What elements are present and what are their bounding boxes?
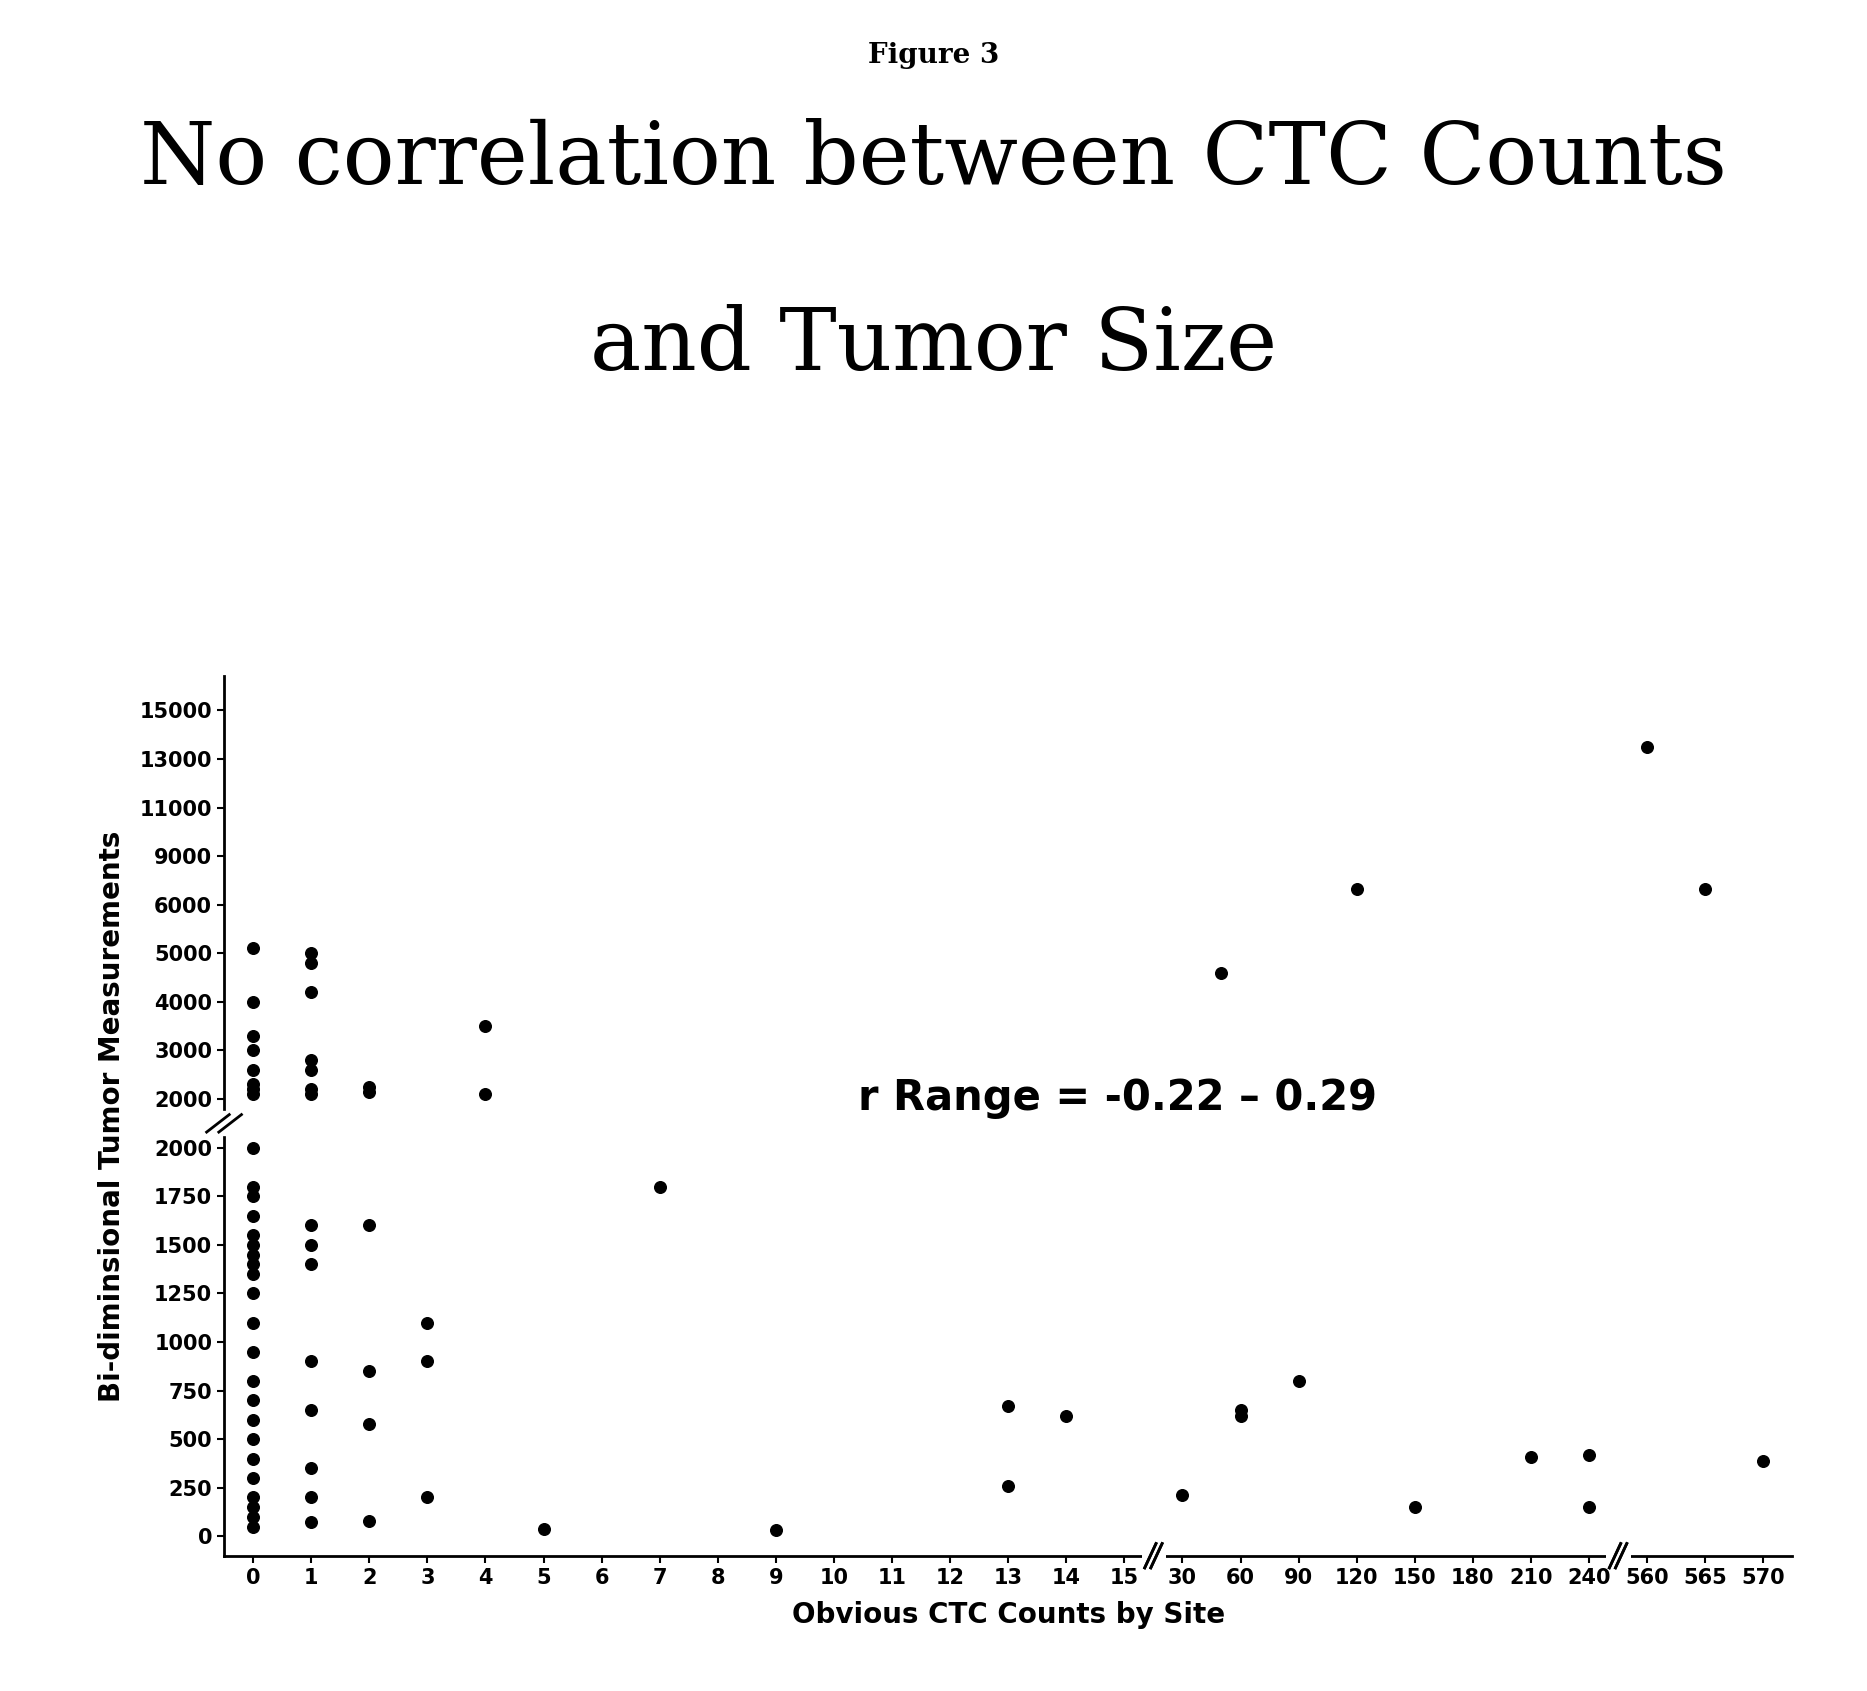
Point [297, 979, 327, 1006]
Point [355, 1507, 385, 1534]
Point [239, 935, 269, 962]
Point [355, 1079, 385, 1106]
Point [239, 1070, 269, 1097]
Text: Figure 3: Figure 3 [868, 42, 999, 69]
Point [1632, 734, 1662, 761]
Point [413, 1309, 442, 1336]
Point [297, 950, 327, 977]
Point [239, 1182, 269, 1209]
Point [239, 1309, 269, 1336]
Point [297, 940, 327, 967]
Point [297, 1485, 327, 1512]
Text: No correlation between CTC Counts: No correlation between CTC Counts [140, 118, 1727, 201]
Point [297, 1454, 327, 1481]
Point [1225, 1402, 1255, 1429]
Point [239, 1260, 269, 1287]
Point [297, 1075, 327, 1103]
Point [1051, 1402, 1081, 1429]
Text: and Tumor Size: and Tumor Size [590, 304, 1277, 387]
Point [1748, 1447, 1777, 1475]
Point [1574, 1441, 1604, 1468]
Point [239, 1493, 269, 1520]
X-axis label: Obvious CTC Counts by Site: Obvious CTC Counts by Site [792, 1601, 1225, 1630]
Point [993, 1473, 1023, 1500]
Point [1342, 874, 1372, 901]
Point [297, 1508, 327, 1535]
Point [239, 988, 269, 1015]
Point [297, 1251, 327, 1278]
Point [470, 1013, 500, 1040]
Point [239, 1485, 269, 1512]
Point [762, 1517, 792, 1544]
Point [470, 1081, 500, 1108]
Point [413, 1485, 442, 1512]
Point [239, 1368, 269, 1395]
Point [239, 1081, 269, 1108]
Point [1516, 1442, 1546, 1469]
Point [239, 1280, 269, 1307]
Point [239, 1202, 269, 1229]
Point [239, 1464, 269, 1491]
Point [239, 1135, 269, 1162]
Point [239, 1387, 269, 1414]
Text: r Range = -0.22 – 0.29: r Range = -0.22 – 0.29 [859, 1077, 1378, 1119]
Point [297, 1057, 327, 1084]
Point [1225, 1397, 1255, 1424]
Point [355, 1074, 385, 1101]
Point [1690, 874, 1720, 901]
Point [239, 1241, 269, 1268]
Point [239, 1251, 269, 1278]
Point [644, 1174, 674, 1201]
Point [1400, 1493, 1430, 1520]
Point [1574, 1493, 1604, 1520]
Point [528, 1515, 558, 1542]
Point [297, 1081, 327, 1108]
Point [239, 1221, 269, 1248]
Point [993, 1393, 1023, 1420]
Point [239, 1426, 269, 1453]
Point [239, 1037, 269, 1064]
Point [239, 1503, 269, 1530]
Point [297, 1397, 327, 1424]
Point [1167, 1481, 1197, 1508]
Point [239, 1057, 269, 1084]
Point [239, 1338, 269, 1365]
Y-axis label: Bi-diminsional Tumor Measurements: Bi-diminsional Tumor Measurements [97, 830, 125, 1402]
Point [297, 1231, 327, 1258]
Point [297, 1047, 327, 1074]
Point [297, 1212, 327, 1240]
Point [239, 1407, 269, 1434]
Point [239, 1513, 269, 1541]
Point [239, 1231, 269, 1258]
Point [355, 1212, 385, 1240]
Point [239, 1075, 269, 1103]
Point [1206, 959, 1236, 986]
Point [239, 1446, 269, 1473]
Point [1284, 1368, 1314, 1395]
Point [239, 1174, 269, 1201]
Point [413, 1348, 442, 1375]
Point [239, 1023, 269, 1050]
Point [355, 1410, 385, 1437]
Point [355, 1358, 385, 1385]
Point [297, 1348, 327, 1375]
